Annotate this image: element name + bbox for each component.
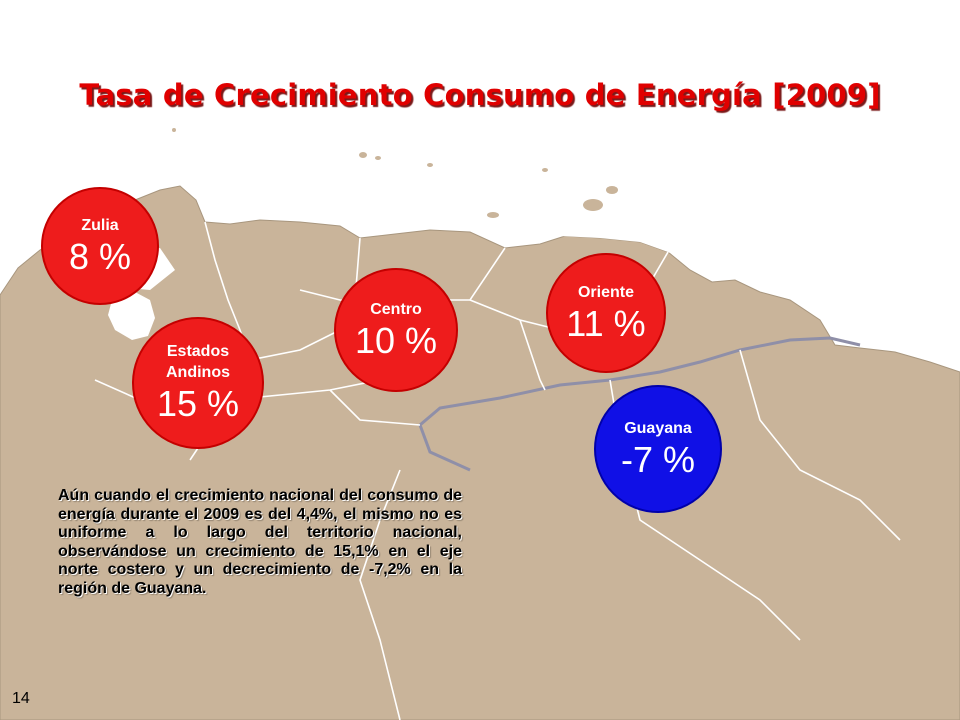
slide-title: Tasa de Crecimiento Consumo de Energía [… xyxy=(79,78,881,112)
region-value-oriente: 11 % xyxy=(566,302,646,344)
region-label-centro: Centro xyxy=(370,300,422,318)
region-bubble-zulia: Zulia 8 % xyxy=(41,187,159,305)
region-value-centro: 10 % xyxy=(354,319,438,361)
region-value-guayana: -7 % xyxy=(620,438,696,480)
page-number: 14 xyxy=(12,690,30,707)
region-value-andinos: 15 % xyxy=(156,383,240,424)
caribbean-islands xyxy=(172,128,618,218)
region-label-guayana: Guayana xyxy=(624,419,692,437)
lake-maracaibo xyxy=(108,292,155,340)
region-label-andinos: Estados Andinos xyxy=(166,343,230,381)
region-bubble-centro: Centro 10 % xyxy=(334,268,458,392)
region-value-zulia: 8 % xyxy=(68,235,132,277)
region-label-oriente: Oriente xyxy=(577,283,634,301)
region-bubble-andinos: Estados Andinos 15 % xyxy=(132,317,264,449)
coast-water xyxy=(560,218,700,262)
region-bubble-oriente: Oriente 11 % xyxy=(546,253,666,373)
region-bubble-guayana: Guayana -7 % xyxy=(594,385,722,513)
map-mainland xyxy=(0,185,960,720)
region-label-zulia: Zulia xyxy=(81,216,119,234)
summary-note: Aún cuando el crecimiento nacional del c… xyxy=(58,487,462,597)
